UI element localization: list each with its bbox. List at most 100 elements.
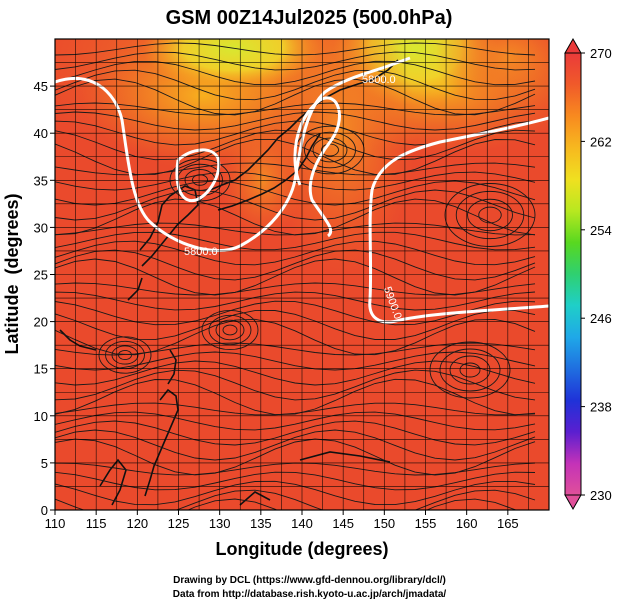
streamline [55, 462, 536, 476]
streamline [208, 314, 252, 346]
streamline [55, 402, 536, 416]
coastline [299, 451, 391, 463]
chart-title: GSM 00Z14Jul2025 (500.0hPa) [166, 7, 453, 29]
x-tick-label: 160 [456, 516, 478, 531]
streamline [55, 240, 536, 266]
x-axis-label: Longitude (degrees) [215, 539, 388, 559]
y-tick-label: 5 [41, 456, 48, 471]
streamline [55, 139, 536, 175]
streamline [439, 348, 501, 392]
streamline [187, 498, 517, 510]
y-tick-label: 35 [34, 173, 48, 188]
colorbar-tick-label: 270 [590, 46, 612, 61]
streamline [55, 162, 536, 176]
streamline [55, 291, 536, 311]
streamline [55, 198, 536, 236]
coastline [167, 349, 177, 385]
y-axis-label: Latitude (degrees) [2, 193, 22, 354]
streamline [55, 411, 536, 431]
x-tick-label: 150 [373, 516, 395, 531]
x-tick-label: 145 [332, 516, 354, 531]
y-tick-label: 40 [34, 126, 48, 141]
streamline [55, 42, 536, 56]
y-tick-label: 20 [34, 315, 48, 330]
y-tick-label: 10 [34, 409, 48, 424]
streamline [55, 102, 536, 116]
streamline [55, 180, 536, 206]
x-tick-label: 165 [497, 516, 519, 531]
y-axis: 0 5 10 15 20 25 30 35 40 45 [34, 79, 55, 518]
y-tick-label: 25 [34, 268, 48, 283]
credit-drawing: Drawing by DCL (https://www.gfd-dennou.o… [173, 575, 446, 586]
temperature-field [55, 39, 549, 510]
streamline [55, 310, 536, 341]
streamline [55, 51, 536, 71]
y-tick-label: 15 [34, 362, 48, 377]
x-tick-label: 135 [250, 516, 272, 531]
field-patch [435, 39, 549, 115]
x-tick-label: 125 [168, 516, 190, 531]
gridlines [55, 39, 549, 510]
coastline [99, 458, 127, 506]
colorbar-tick-label: 246 [590, 311, 612, 326]
height-contour [293, 96, 341, 238]
height-contour [55, 56, 411, 253]
streamline [467, 198, 513, 232]
x-axis: 110 115 120 125 130 135 140 145 150 155 160 165 [45, 510, 519, 531]
streamline [459, 362, 481, 378]
streamline [449, 355, 491, 385]
y-tick-label: 0 [41, 503, 48, 518]
streamline [118, 350, 132, 360]
x-tick-label: 130 [209, 516, 231, 531]
colorbar: 270 262 254 246 238 230 [564, 37, 612, 511]
credit-data: Data from http://database.rish.kyoto-u.a… [172, 589, 447, 600]
streamline [55, 420, 536, 446]
streamline [98, 336, 152, 374]
streamline [55, 480, 536, 506]
contour-label: 5800.0 [184, 246, 218, 258]
height-contour [175, 148, 221, 203]
colorbar-bar [564, 52, 582, 496]
streamline [429, 341, 511, 399]
height-contour [368, 116, 549, 324]
streamline [55, 171, 536, 191]
streamline [55, 129, 536, 161]
x-tick-label: 155 [415, 516, 437, 531]
streamline [55, 78, 536, 116]
x-tick-label: 115 [86, 516, 107, 531]
x-tick-label: 110 [45, 516, 66, 531]
streamline [55, 489, 536, 510]
y-tick-label: 30 [34, 220, 48, 235]
coastline [199, 59, 399, 201]
colorbar-bottom-arrow [564, 494, 582, 511]
streamline [55, 471, 536, 491]
streamline [55, 249, 536, 281]
y-tick-label: 45 [34, 79, 48, 94]
streamline [321, 143, 339, 157]
x-tick-label: 140 [291, 516, 313, 531]
colorbar-tick-label: 254 [590, 223, 612, 238]
streamline [55, 429, 536, 461]
contour-label: 5800.0 [362, 74, 396, 86]
colorbar-tick-label: 262 [590, 134, 612, 149]
streamline [444, 183, 536, 247]
streamline [55, 60, 536, 86]
colorbar-tick-label: 238 [590, 400, 612, 415]
streamline [55, 360, 536, 386]
streamline [312, 137, 348, 163]
colorbar-top-arrow [564, 37, 582, 54]
streamline [55, 231, 536, 251]
streamline [55, 69, 536, 101]
streamline [55, 111, 536, 131]
streamline [455, 190, 525, 240]
streamline [105, 340, 145, 370]
streamline [478, 206, 502, 224]
colorbar-tick-label: 230 [590, 488, 612, 503]
x-tick-label: 120 [126, 516, 148, 531]
streamline [215, 319, 245, 341]
wind-streamlines [55, 42, 536, 510]
streamline [222, 324, 238, 336]
streamline [55, 300, 536, 326]
streamline [111, 345, 139, 365]
